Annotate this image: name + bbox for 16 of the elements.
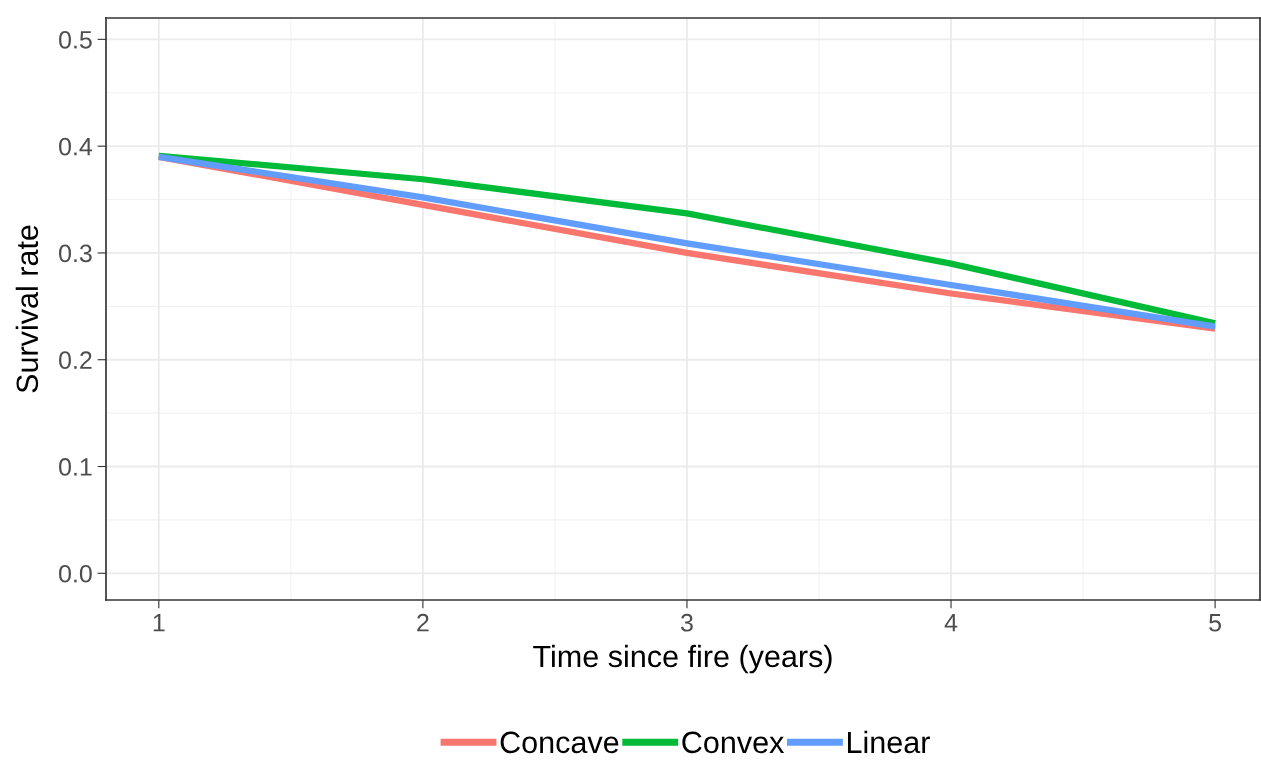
y-tick-label: 0.5: [59, 30, 92, 49]
y-tick-label: 0.1: [59, 458, 92, 476]
x-tick-label: 2: [417, 613, 429, 632]
y-tick-label: 0.4: [59, 137, 93, 156]
legend-label: Concave: [500, 731, 619, 754]
y-axis-title: Survival rate: [15, 225, 39, 393]
x-axis-title: Time since fire (years): [533, 644, 832, 674]
legend-label: Convex: [682, 731, 785, 754]
y-tick-label: 0.2: [59, 351, 92, 370]
y-tick-label: 0.0: [59, 564, 92, 583]
y-tick-label: 0.3: [59, 244, 92, 263]
x-tick-label: 4: [944, 614, 958, 632]
legend-label: Linear: [847, 730, 930, 754]
x-tick-label: 3: [680, 613, 693, 632]
x-tick-label: 5: [1209, 614, 1222, 632]
x-tick-label: 1: [153, 614, 165, 632]
